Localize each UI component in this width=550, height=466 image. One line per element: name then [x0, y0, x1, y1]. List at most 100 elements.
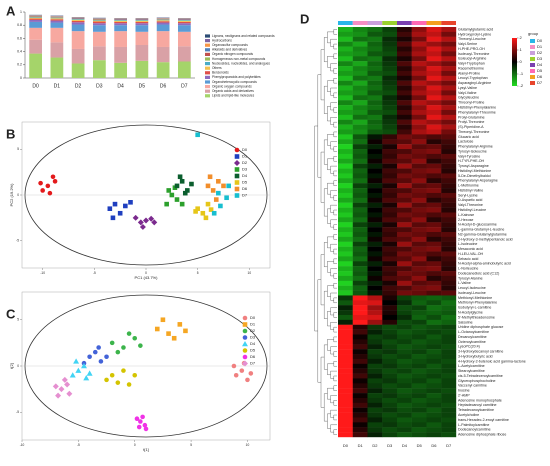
heatmap-cell	[338, 227, 353, 233]
row-label: Phenylalanyl-Arginine	[458, 145, 493, 149]
heatmap-cell	[411, 256, 427, 262]
row-label: Glutamylglutamic acid	[458, 27, 493, 31]
heatmap-cell	[426, 246, 442, 252]
heatmap-cell	[397, 75, 412, 81]
bar-segment	[29, 27, 42, 40]
point	[205, 201, 211, 207]
point	[234, 160, 240, 166]
heatmap-cell	[426, 41, 442, 47]
bar-segment	[29, 39, 42, 54]
heatmap-cell	[426, 119, 442, 125]
heatmap-cell	[367, 363, 383, 369]
heatmap-cell	[367, 139, 383, 145]
heatmap-cell	[441, 70, 457, 77]
row-label: Tetradecanoylcarnitine	[458, 408, 494, 412]
y-tick-label: 5	[17, 147, 19, 151]
heatmap-cell	[352, 56, 368, 62]
legend-label: D3	[242, 167, 248, 172]
heatmap-cell	[382, 183, 398, 189]
dendrogram-branch	[333, 170, 337, 177]
heatmap-cell	[426, 105, 442, 111]
heatmap-cell	[397, 197, 412, 203]
bar-segment	[135, 21, 149, 24]
heatmap-cell	[411, 329, 427, 335]
heatmap-cell	[411, 90, 427, 96]
heatmap-cell	[367, 227, 383, 233]
legend-swatch	[530, 45, 535, 49]
y-tick-label: -5	[16, 410, 19, 414]
point	[69, 372, 76, 378]
heatmap-cell	[367, 183, 383, 189]
legend-swatch	[530, 69, 535, 73]
y-tick-label: 1	[20, 10, 22, 14]
heatmap-cell	[382, 124, 398, 130]
heatmap-cell	[352, 275, 368, 282]
heatmap-cell	[367, 300, 383, 306]
heatmap-cell	[397, 378, 412, 384]
heatmap-cell	[338, 178, 353, 184]
row-label: Sebacic acid	[458, 257, 478, 261]
heatmap-cell	[352, 271, 368, 277]
heatmap-cell	[397, 178, 412, 184]
heatmap-cell	[367, 427, 383, 433]
heatmap-cell	[367, 149, 383, 155]
heatmap-cell	[352, 290, 368, 296]
legend-label: Hydrocarbons	[212, 38, 232, 42]
bar-segment	[71, 19, 85, 20]
heatmap-cell	[411, 70, 427, 77]
row-label: Glycerophosphocholine	[458, 379, 496, 383]
heatmap-cell	[382, 70, 398, 77]
heatmap-cell	[367, 373, 383, 379]
heatmap-cell	[397, 66, 412, 72]
point	[226, 183, 231, 189]
heatmap-cell	[382, 295, 398, 301]
row-label: L-Isoleucine	[458, 242, 477, 246]
heatmap-cell	[441, 197, 457, 203]
heatmap-cell	[367, 354, 383, 360]
row-label: Leucyl-Tryptophan	[458, 76, 488, 80]
heatmap-cell	[352, 197, 368, 203]
heatmap-cell	[441, 388, 457, 394]
row-label: Acetylcholine	[458, 413, 479, 417]
heatmap-cell	[352, 285, 368, 291]
legend-swatch	[530, 63, 535, 67]
heatmap-cell	[411, 217, 427, 223]
heatmap-cell	[426, 339, 442, 345]
bar-segment	[178, 31, 191, 47]
heatmap-cell	[426, 251, 442, 257]
row-label: Histidinyl-Leucine	[458, 208, 486, 212]
heatmap-cell	[382, 197, 398, 203]
heatmap-cell	[352, 85, 368, 91]
heatmap-cell	[352, 349, 368, 355]
bar-segment	[156, 18, 170, 20]
heatmap-cell	[426, 368, 442, 374]
point	[66, 390, 73, 397]
x-tick-label: 10	[246, 443, 250, 447]
bar-segment	[29, 21, 42, 28]
heatmap-cell	[338, 66, 353, 72]
heatmap-cell	[397, 388, 412, 394]
heatmap-cell	[397, 241, 412, 247]
x-tick-label: 5	[190, 443, 192, 447]
heatmap-cell	[411, 275, 427, 282]
legend-swatch	[205, 34, 210, 38]
heatmap-cell	[352, 261, 368, 267]
legend-label: D5	[250, 348, 256, 353]
row-label: Isobutyryl-L-carnitine	[458, 306, 491, 310]
heatmap-cell	[352, 202, 368, 208]
point	[171, 335, 177, 341]
dendrogram-branch	[324, 291, 328, 319]
heatmap-cell	[411, 261, 427, 267]
heatmap-cell	[397, 407, 412, 413]
bar-segment	[178, 61, 191, 78]
heatmap-cell	[441, 295, 457, 301]
bar-segment	[50, 42, 64, 58]
dendrogram-branch	[320, 49, 325, 101]
heatmap-cell	[441, 402, 457, 408]
heatmap-cell	[411, 417, 427, 423]
row-label: L-Palmitoylcarnitine	[458, 423, 489, 427]
heatmap-cell	[426, 90, 442, 96]
heatmap-cell	[382, 158, 398, 164]
heatmap-cell	[352, 310, 368, 316]
heatmap-cell	[441, 417, 457, 423]
